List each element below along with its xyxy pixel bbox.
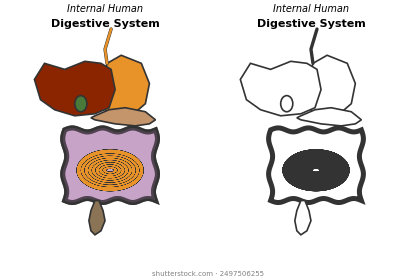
Text: Digestive System: Digestive System (257, 19, 365, 29)
Ellipse shape (75, 95, 87, 112)
Ellipse shape (281, 95, 293, 112)
Polygon shape (295, 200, 311, 235)
Polygon shape (63, 128, 158, 202)
Polygon shape (269, 128, 364, 202)
Text: Internal Human: Internal Human (67, 4, 143, 14)
Polygon shape (63, 128, 158, 202)
Polygon shape (240, 61, 321, 116)
Polygon shape (89, 200, 105, 235)
Polygon shape (307, 55, 355, 120)
Text: shutterstock.com · 2497506255: shutterstock.com · 2497506255 (152, 271, 264, 277)
Text: Internal Human: Internal Human (273, 4, 349, 14)
Polygon shape (101, 55, 149, 120)
Polygon shape (297, 108, 362, 126)
Polygon shape (35, 61, 115, 116)
Polygon shape (91, 108, 156, 126)
Text: Digestive System: Digestive System (51, 19, 159, 29)
